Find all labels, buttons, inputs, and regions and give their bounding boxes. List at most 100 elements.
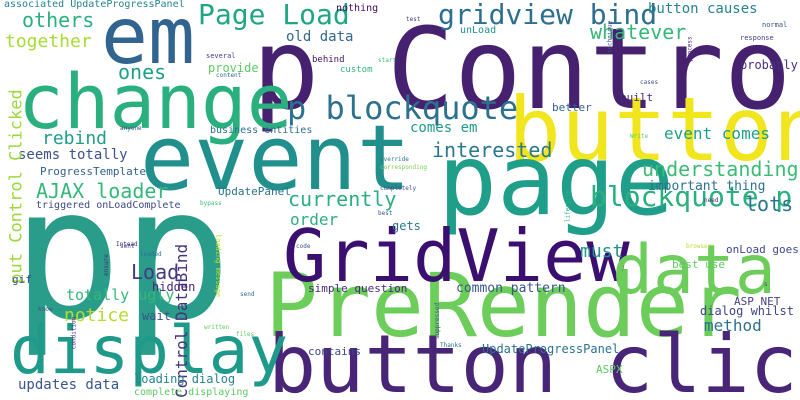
- cloud-word: contains: [308, 345, 361, 358]
- cloud-word: best: [378, 210, 393, 217]
- cloud-word: put Control Clicked: [6, 89, 27, 284]
- cloud-word: ProgressTemplate: [40, 165, 146, 178]
- cloud-word: simple question: [308, 282, 408, 295]
- cloud-word: display: [10, 312, 289, 389]
- cloud-word: old data: [286, 29, 354, 45]
- cloud-word: data: [612, 231, 776, 310]
- cloud-word: ones: [118, 60, 167, 84]
- cloud-word: s: [764, 281, 768, 288]
- cloud-word: understanding: [642, 157, 799, 181]
- cloud-word: gif: [12, 273, 32, 286]
- cloud-word: process: [686, 36, 694, 62]
- cloud-word: associated UpdateProgressPanel: [4, 0, 185, 10]
- cloud-word: dialog whilst: [700, 304, 794, 318]
- cloud-word: send: [240, 291, 255, 298]
- cloud-word: blockquote p: [590, 180, 793, 213]
- cloud-word: written: [204, 324, 230, 331]
- cloud-word: important thing: [648, 179, 766, 194]
- cloud-word: currently: [288, 187, 397, 211]
- cloud-word: ASPX: [596, 363, 623, 376]
- cloud-word: lots: [745, 192, 794, 216]
- cloud-word: UpdateProgressPanel: [482, 342, 620, 356]
- cloud-word: suppressed: [434, 302, 442, 340]
- cloud-word: nothing: [336, 3, 379, 14]
- cloud-word: must: [580, 241, 624, 262]
- cloud-word: Write: [630, 133, 649, 140]
- cloud-word: gets: [392, 219, 421, 233]
- cloud-word: notice: [64, 305, 130, 326]
- cloud-word: em: [101, 0, 195, 82]
- cloud-word: GridView: [283, 214, 630, 298]
- cloud-word: better: [552, 101, 592, 114]
- cloud-word: content: [216, 72, 242, 79]
- cloud-word: know: [38, 306, 53, 313]
- cloud-word: sent: [120, 243, 135, 250]
- cloud-word: cases: [640, 79, 659, 86]
- cloud-word: response: [740, 34, 774, 42]
- cloud-word: method: [704, 316, 762, 335]
- cloud-word: normal: [762, 21, 788, 29]
- cloud-word: button causes: [648, 1, 758, 17]
- cloud-word: probably: [740, 58, 798, 72]
- cloud-word: button: [508, 78, 800, 181]
- cloud-word: files: [236, 331, 255, 338]
- cloud-word: loading dialog: [134, 372, 236, 386]
- cloud-word: totally ugly: [66, 286, 175, 304]
- cloud-word: lifecycle: [564, 189, 572, 223]
- cloud-word: test: [406, 16, 421, 23]
- cloud-word: loading message: [214, 233, 223, 298]
- cloud-word: ensure: [102, 254, 110, 276]
- cloud-word: rebind: [42, 128, 108, 149]
- cloud-word: corresponding: [380, 164, 427, 171]
- cloud-word: bypass: [200, 200, 222, 207]
- cloud-word: onLoad goes: [726, 243, 799, 256]
- cloud-word: UpdatePanel: [218, 185, 291, 198]
- cloud-word: start: [378, 57, 397, 64]
- cloud-word: page: [438, 124, 675, 238]
- cloud-word: updates data: [18, 377, 120, 393]
- cloud-word: several: [206, 52, 236, 60]
- cloud-word: anyone: [120, 125, 142, 132]
- cloud-word: gridview bind: [438, 0, 658, 31]
- cloud-word: built: [620, 91, 654, 104]
- cloud-word: Page Load: [198, 0, 350, 31]
- cloud-word: p: [122, 148, 232, 360]
- cloud-word: override: [380, 156, 409, 163]
- cloud-word: browser: [686, 243, 712, 250]
- cloud-word: condition: [70, 316, 78, 350]
- cloud-word: together: [5, 31, 92, 52]
- cloud-word: wait: [142, 309, 171, 323]
- cloud-word: button click: [268, 318, 800, 400]
- cloud-word: business entities: [210, 125, 313, 136]
- cloud-word: technique: [606, 20, 614, 54]
- cloud-word: whatever: [590, 20, 687, 44]
- cloud-word: change: [18, 57, 293, 146]
- cloud-word: event comes: [664, 124, 770, 143]
- cloud-word: p blockquote: [287, 89, 519, 127]
- cloud-word: others: [22, 8, 95, 32]
- cloud-word: AJAX loader: [36, 179, 169, 203]
- cloud-word: comes em: [410, 120, 478, 136]
- cloud-word: Thanks: [440, 342, 462, 349]
- cloud-word: complete displaying: [134, 387, 249, 398]
- cloud-word: seems totally: [18, 147, 128, 163]
- cloud-word: common pattern: [456, 281, 566, 296]
- cloud-word: unLoad: [460, 25, 497, 36]
- cloud-word: order: [290, 210, 339, 229]
- cloud-word: ASP NET: [734, 295, 781, 308]
- cloud-word: behind: [312, 55, 345, 65]
- cloud-word: loaded: [140, 251, 162, 258]
- cloud-word: hidden: [152, 280, 196, 294]
- cloud-word: event: [140, 106, 411, 211]
- cloud-word: best use: [672, 258, 725, 271]
- cloud-word: need: [704, 197, 719, 204]
- cloud-word: completely: [380, 185, 417, 192]
- cloud-word: Load: [131, 260, 180, 284]
- cloud-word: p: [12, 148, 122, 360]
- cloud-word: Intead: [116, 241, 138, 248]
- cloud-word: provide: [208, 61, 259, 75]
- cloud-word: Control DataBind: [172, 243, 191, 398]
- cloud-word: interested: [432, 138, 553, 162]
- cloud-word: PreRender: [265, 254, 742, 357]
